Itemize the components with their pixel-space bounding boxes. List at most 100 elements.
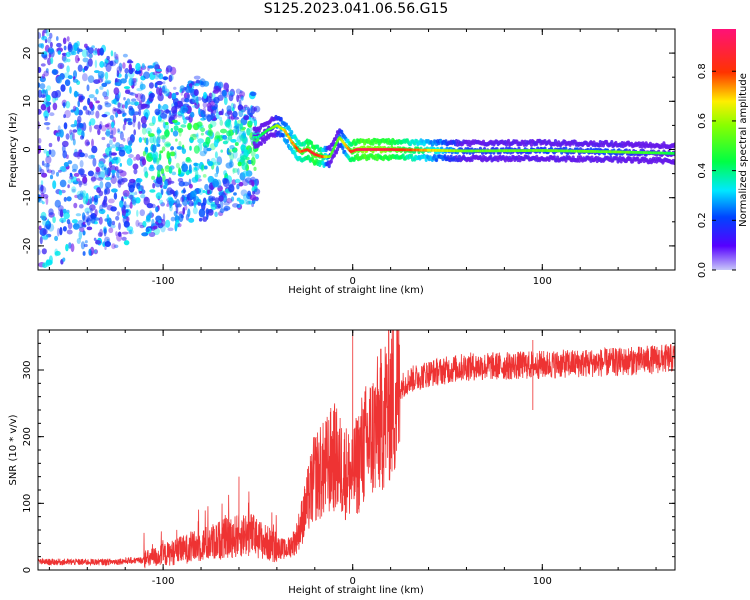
- spectrum-cell: [242, 170, 249, 177]
- spectrum-cell: [240, 109, 245, 113]
- spectrum-cell: [113, 87, 120, 95]
- spectrum-cell: [38, 225, 42, 231]
- spectrum-cell: [39, 236, 43, 245]
- spectrum-cell: [81, 212, 86, 221]
- spectrum-cell: [49, 41, 53, 48]
- spectrum-cell: [88, 58, 93, 67]
- spectrum-cell: [149, 135, 154, 144]
- spectrum-cell: [126, 157, 133, 166]
- spectrum-cell: [62, 208, 67, 214]
- spectrum-cell: [45, 89, 48, 98]
- spectrum-cell: [246, 127, 251, 136]
- spectrum-cell: [94, 249, 97, 254]
- spectrum-cell: [52, 216, 56, 224]
- spectrum-cell: [82, 73, 88, 82]
- spectrum-cell: [102, 91, 108, 98]
- spectrum-cell: [88, 47, 94, 54]
- spectrum-cell: [212, 178, 219, 188]
- spectrum-cell: [191, 177, 199, 183]
- spectrum-cell: [202, 189, 206, 194]
- spectrum-cell: [151, 115, 156, 125]
- spectrum-cell: [126, 98, 131, 105]
- spectrum-cell: [182, 207, 185, 215]
- spectrum-cell: [208, 127, 212, 136]
- spectrum-cell: [38, 184, 44, 191]
- spectrum-cell: [56, 36, 59, 41]
- spectrum-cell: [67, 160, 73, 165]
- spectrum-cell: [198, 107, 201, 115]
- spectrum-cell: [222, 194, 228, 203]
- spectrum-cell: [116, 66, 122, 74]
- spectrum-cell: [115, 215, 120, 221]
- spectrum-cell: [126, 226, 134, 232]
- spectrum-cell: [72, 168, 77, 173]
- spectrum-cell: [243, 115, 250, 121]
- spectrum-cell: [51, 69, 59, 75]
- spectrum-cell: [177, 127, 184, 133]
- spectrum-cell: [128, 154, 134, 158]
- spectrum-cell: [132, 114, 137, 123]
- spectrum-cell: [173, 125, 179, 131]
- spectrum-cell: [67, 179, 73, 184]
- spectrum-cell: [131, 98, 137, 102]
- spectrum-cell: [138, 137, 143, 143]
- spectrum-cell: [191, 190, 197, 198]
- spectrum-cell: [66, 58, 71, 63]
- spectrum-cell: [145, 137, 149, 146]
- spectrum-cell: [67, 41, 72, 51]
- ridge-halo-cell: [677, 153, 680, 157]
- spectrum-cell: [39, 83, 46, 90]
- spectrum-cell: [197, 138, 205, 144]
- spectrum-cell: [200, 127, 206, 133]
- spectrum-cell: [112, 136, 117, 143]
- spectrum-cell: [189, 137, 194, 144]
- spectrum-cell: [190, 111, 195, 118]
- spectrum-cell: [56, 171, 59, 177]
- spectrum-cell: [45, 233, 52, 238]
- spectrum-cell: [104, 102, 112, 108]
- spectrum-cell: [98, 124, 102, 130]
- spectrum-cell: [66, 219, 71, 225]
- spectrum-cell: [72, 129, 78, 133]
- spectrum-cell: [241, 162, 248, 171]
- spectrum-cell: [223, 96, 228, 106]
- spectrum-cell: [113, 98, 117, 105]
- spectrum-cell: [69, 172, 73, 177]
- spectrum-cell: [98, 75, 102, 81]
- spectrum-cell: [82, 251, 86, 256]
- spectrum-cell: [72, 78, 79, 83]
- spectrum-cell: [178, 128, 182, 137]
- spectrum-cell: [157, 134, 161, 141]
- spectrum-cell: [78, 204, 84, 209]
- spectrum-cell: [236, 204, 241, 208]
- spectrum-cell: [148, 82, 154, 89]
- spectrum-cell: [156, 86, 160, 95]
- spectrum-cell: [113, 58, 119, 64]
- spectrum-cell: [41, 73, 46, 79]
- spectrum-cell: [88, 53, 94, 59]
- spectrum-cell: [248, 179, 254, 186]
- spectrum-cell: [80, 135, 84, 140]
- spectrum-cell: [115, 142, 121, 148]
- ridge-halo-cell: [529, 142, 534, 147]
- spectrum-cell: [66, 229, 73, 235]
- spectrum-cell: [82, 105, 88, 111]
- spectrum-cell: [115, 53, 119, 60]
- spectrum-cell: [147, 130, 151, 135]
- spectrum-cell: [60, 84, 66, 92]
- spectrum-cell: [49, 32, 53, 39]
- spectrum-cell: [166, 187, 173, 196]
- spectrum-cell: [73, 151, 81, 158]
- spectrum-cell: [194, 83, 200, 87]
- spectrum-cell: [45, 101, 51, 106]
- spectrum-cell: [141, 63, 145, 69]
- spectrum-cell: [111, 169, 116, 174]
- spectrum-cell: [203, 165, 208, 170]
- spectrum-cell: [79, 226, 85, 233]
- spectrum-cell: [225, 162, 233, 169]
- spectrum-cell: [134, 69, 142, 75]
- spectrum-cell: [185, 159, 193, 163]
- spectrum-cell: [232, 167, 235, 174]
- spectrum-cell: [104, 79, 112, 84]
- y-tick-label: 200: [22, 427, 33, 446]
